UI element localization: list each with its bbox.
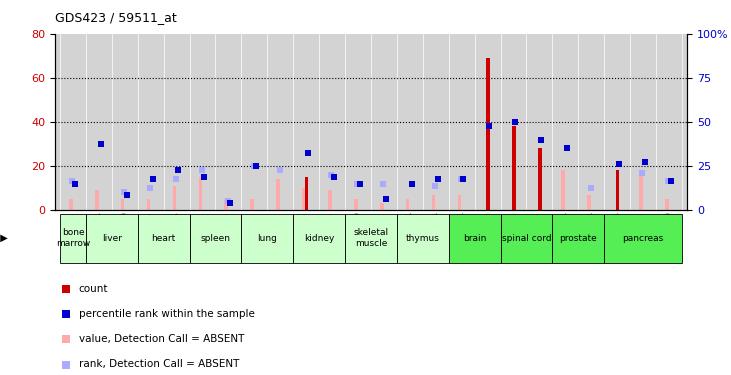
Bar [406, 199, 409, 210]
Bar [512, 126, 515, 210]
Bar [224, 199, 228, 210]
Bar [449, 214, 501, 262]
Bar [345, 214, 397, 262]
Text: liver: liver [102, 234, 122, 243]
Bar [458, 195, 461, 210]
Bar [605, 214, 682, 262]
Text: prostate: prostate [559, 234, 597, 243]
Bar [60, 214, 86, 262]
Bar [293, 214, 345, 262]
Text: brain: brain [463, 234, 486, 243]
Bar [665, 199, 669, 210]
Bar [147, 199, 151, 210]
Bar [616, 170, 619, 210]
Bar [121, 199, 124, 210]
Bar [432, 195, 436, 210]
Text: percentile rank within the sample: percentile rank within the sample [79, 309, 254, 319]
Bar [328, 190, 332, 210]
Bar [251, 199, 254, 210]
Text: heart: heart [151, 234, 175, 243]
Bar [587, 195, 591, 210]
Bar [354, 199, 357, 210]
Bar [553, 214, 605, 262]
Bar [486, 58, 490, 210]
Text: kidney: kidney [304, 234, 334, 243]
Bar [538, 148, 542, 210]
Text: rank, Detection Call = ABSENT: rank, Detection Call = ABSENT [79, 360, 239, 369]
Bar [302, 188, 306, 210]
Text: thymus: thymus [406, 234, 440, 243]
Text: value, Detection Call = ABSENT: value, Detection Call = ABSENT [79, 334, 244, 344]
Text: pancreas: pancreas [623, 234, 664, 243]
Bar [380, 203, 384, 210]
Text: tissue ▶: tissue ▶ [0, 233, 7, 243]
Bar [501, 214, 553, 262]
Bar [69, 199, 72, 210]
Bar [137, 214, 189, 262]
Text: bone
marrow: bone marrow [56, 228, 90, 248]
Bar [241, 214, 293, 262]
Bar [95, 190, 99, 210]
Bar [397, 214, 449, 262]
Text: spinal cord: spinal cord [501, 234, 551, 243]
Bar [276, 179, 280, 210]
Text: count: count [79, 284, 108, 294]
Bar [86, 214, 137, 262]
Text: skeletal
muscle: skeletal muscle [353, 228, 389, 248]
Text: lung: lung [257, 234, 277, 243]
Text: GDS423 / 59511_at: GDS423 / 59511_at [55, 11, 177, 24]
Text: spleen: spleen [200, 234, 230, 243]
Bar [199, 177, 202, 210]
Bar [639, 175, 643, 210]
Bar [173, 186, 176, 210]
Bar [189, 214, 241, 262]
Bar [305, 177, 308, 210]
Bar [561, 170, 565, 210]
